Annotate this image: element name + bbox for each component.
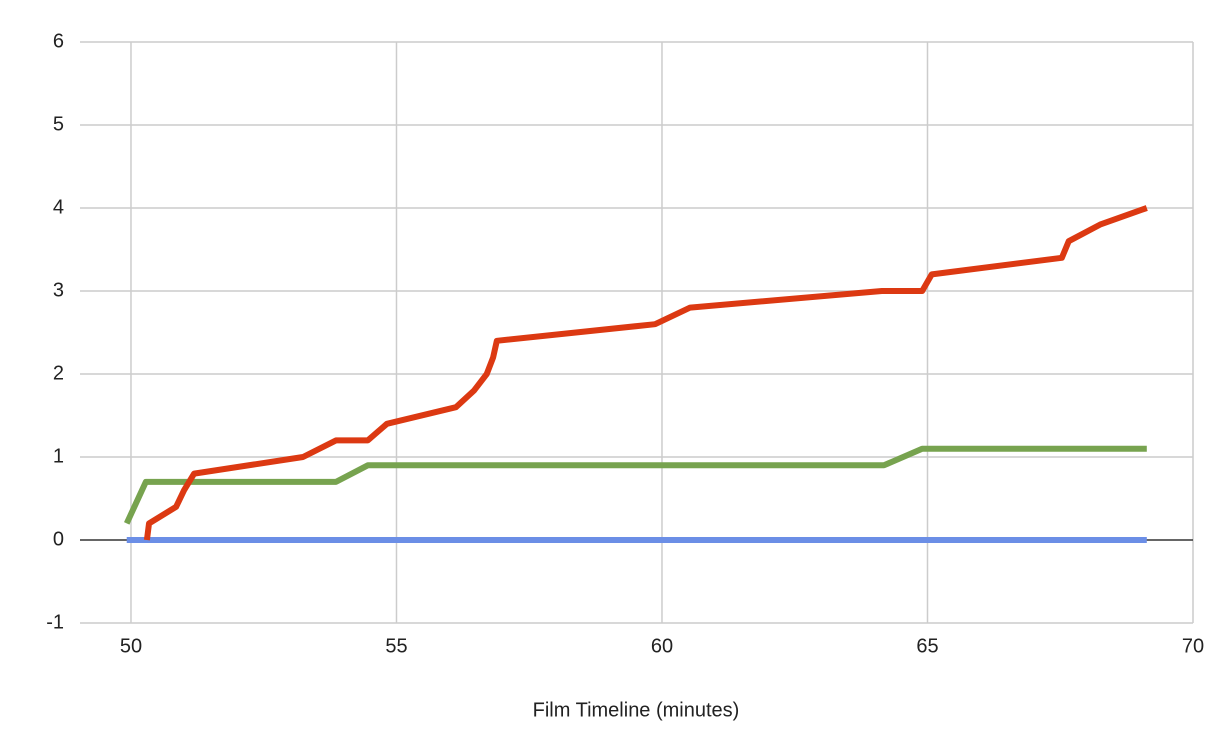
y-tick-label: 0 <box>53 528 64 550</box>
series-line <box>124 445 1147 525</box>
series-line <box>143 205 1148 541</box>
x-tick-label: 50 <box>120 635 142 657</box>
y-tick-label: 2 <box>53 362 64 384</box>
y-tick-label: 3 <box>53 279 64 301</box>
x-tick-label: 60 <box>651 635 673 657</box>
x-tick-label: 70 <box>1182 635 1204 657</box>
x-tick-label: 65 <box>916 635 938 657</box>
y-tick-label: 1 <box>53 445 64 467</box>
x-axis-label: Film Timeline (minutes) <box>533 699 740 721</box>
y-tick-label: -1 <box>46 611 64 633</box>
y-tick-label: 5 <box>53 113 64 135</box>
y-tick-label: 6 <box>53 30 64 52</box>
y-tick-label: 4 <box>53 196 64 218</box>
x-tick-label: 55 <box>385 635 407 657</box>
